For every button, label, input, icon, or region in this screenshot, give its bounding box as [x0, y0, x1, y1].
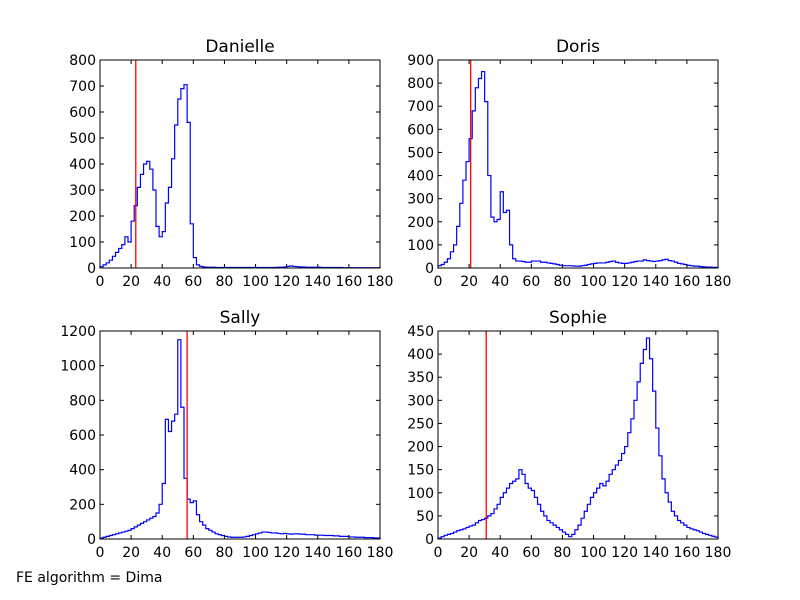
x-tick-label: 40 — [491, 545, 509, 561]
y-tick-label: 800 — [407, 76, 434, 92]
y-tick-label: 300 — [407, 393, 434, 409]
x-tick-label: 140 — [642, 545, 669, 561]
y-tick-label: 500 — [69, 131, 96, 147]
x-tick-label: 20 — [460, 274, 478, 290]
y-tick-label: 100 — [407, 238, 434, 254]
y-tick-label: 300 — [69, 183, 96, 199]
y-tick-label: 600 — [69, 105, 96, 121]
x-tick-label: 160 — [336, 274, 363, 290]
x-tick-label: 0 — [434, 545, 443, 561]
x-tick-label: 140 — [642, 274, 669, 290]
x-tick-label: 140 — [304, 545, 331, 561]
x-tick-label: 60 — [184, 545, 202, 561]
x-tick-label: 180 — [367, 274, 394, 290]
y-tick-label: 500 — [407, 145, 434, 161]
y-tick-label: 0 — [87, 532, 96, 548]
x-tick-label: 40 — [153, 545, 171, 561]
x-tick-label: 160 — [674, 545, 701, 561]
subplot-sally: Sally 0 20 40 60 80 100 120 140 160 180 0 200 400 600 8… — [60, 308, 393, 561]
x-tick-label: 0 — [96, 274, 105, 290]
x-tick-label: 60 — [184, 274, 202, 290]
x-tick-label: 180 — [705, 274, 732, 290]
x-tick-label: 180 — [367, 545, 394, 561]
y-tick-label: 1000 — [60, 359, 96, 375]
y-tick-label: 400 — [69, 463, 96, 479]
y-tick-label: 350 — [407, 370, 434, 386]
y-tick-label: 900 — [407, 53, 434, 69]
x-tick-label: 120 — [611, 545, 638, 561]
y-tick-label: 0 — [425, 261, 434, 277]
x-tick-label: 120 — [273, 274, 300, 290]
x-tick-label: 60 — [522, 545, 540, 561]
y-tick-label: 800 — [69, 53, 96, 69]
chart-title: Sophie — [549, 308, 607, 328]
x-tick-label: 0 — [96, 545, 105, 561]
y-tick-label: 400 — [407, 347, 434, 363]
y-tick-label: 0 — [87, 261, 96, 277]
y-tick-label: 800 — [69, 393, 96, 409]
y-tick-label: 150 — [407, 463, 434, 479]
x-tick-label: 140 — [304, 274, 331, 290]
y-tick-label: 400 — [69, 157, 96, 173]
histogram-line — [437, 337, 719, 539]
footer-caption: FE algorithm = Dima — [16, 570, 163, 586]
x-tick-label: 180 — [705, 545, 732, 561]
x-tick-label: 60 — [522, 274, 540, 290]
axes-frame — [437, 59, 719, 269]
chart-title: Doris — [556, 37, 600, 57]
y-tick-label: 1200 — [60, 324, 96, 340]
x-tick-label: 20 — [460, 545, 478, 561]
axes-frame — [437, 330, 719, 540]
y-tick-label: 100 — [407, 486, 434, 502]
y-tick-label: 600 — [69, 428, 96, 444]
histogram-line — [99, 84, 381, 269]
axes-frame — [99, 59, 381, 269]
axes-frame — [99, 330, 381, 540]
y-tick-label: 400 — [407, 169, 434, 185]
y-tick-label: 250 — [407, 416, 434, 432]
y-tick-label: 200 — [69, 497, 96, 513]
x-tick-label: 160 — [674, 274, 701, 290]
histogram-line — [437, 70, 719, 268]
x-tick-label: 80 — [216, 545, 234, 561]
x-tick-label: 100 — [580, 545, 607, 561]
x-tick-label: 100 — [242, 274, 269, 290]
x-tick-label: 0 — [434, 274, 443, 290]
y-tick-label: 450 — [407, 324, 434, 340]
x-tick-label: 100 — [580, 274, 607, 290]
x-tick-label: 80 — [554, 274, 572, 290]
y-tick-label: 200 — [407, 440, 434, 456]
x-tick-label: 40 — [491, 274, 509, 290]
y-tick-label: 700 — [69, 79, 96, 95]
chart-title: Sally — [220, 308, 261, 328]
x-tick-label: 80 — [216, 274, 234, 290]
y-tick-label: 200 — [69, 209, 96, 225]
x-tick-label: 80 — [554, 545, 572, 561]
histogram-line — [99, 339, 381, 539]
y-tick-label: 200 — [407, 215, 434, 231]
y-tick-label: 300 — [407, 192, 434, 208]
y-tick-label: 700 — [407, 99, 434, 115]
chart-title: Danielle — [205, 37, 274, 57]
x-tick-label: 20 — [122, 545, 140, 561]
x-tick-label: 20 — [122, 274, 140, 290]
x-tick-label: 40 — [153, 274, 171, 290]
y-tick-label: 0 — [425, 532, 434, 548]
x-tick-label: 120 — [611, 274, 638, 290]
y-tick-label: 50 — [416, 509, 434, 525]
y-tick-label: 600 — [407, 122, 434, 138]
y-tick-label: 100 — [69, 235, 96, 251]
x-tick-label: 120 — [273, 545, 300, 561]
x-tick-label: 160 — [336, 545, 363, 561]
x-tick-label: 100 — [242, 545, 269, 561]
